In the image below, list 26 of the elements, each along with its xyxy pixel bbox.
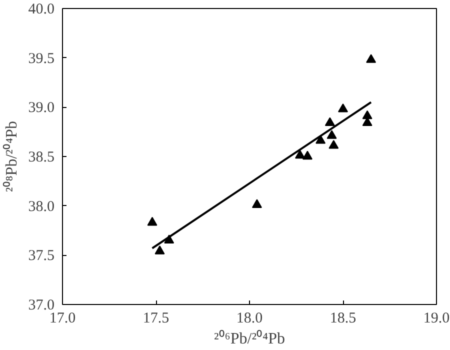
y-tick-label: 39.0 (28, 100, 54, 116)
point (362, 110, 372, 120)
x-axis-title: ²⁰⁶Pb/²⁰⁴Pb (214, 330, 286, 348)
point (316, 135, 326, 144)
y-tick-label: 38.0 (28, 198, 54, 215)
x-tick-label: 17.5 (142, 310, 170, 326)
point (324, 117, 335, 126)
point (302, 150, 312, 160)
point (328, 140, 339, 149)
point (366, 54, 376, 63)
point (147, 216, 158, 226)
point (252, 199, 262, 208)
y-tick-label: 37.5 (28, 248, 54, 264)
y-tick-label: 37.0 (28, 298, 54, 314)
x-tick-label: 19.0 (423, 310, 450, 326)
point (326, 130, 337, 139)
point (294, 150, 305, 159)
x-tick-label: 18.5 (330, 310, 356, 326)
point (338, 103, 348, 112)
y-tick-label: 38.5 (28, 150, 54, 166)
x-tick-label: 18.0 (236, 310, 263, 326)
y-tick-label: 39.5 (28, 50, 54, 67)
x-tick-label: 17.0 (49, 310, 76, 326)
y-tick-label: 40.0 (28, 2, 54, 18)
point (154, 246, 165, 254)
y-axis-title: ²⁰⁸Pb/²⁰⁴Pb (2, 120, 20, 192)
